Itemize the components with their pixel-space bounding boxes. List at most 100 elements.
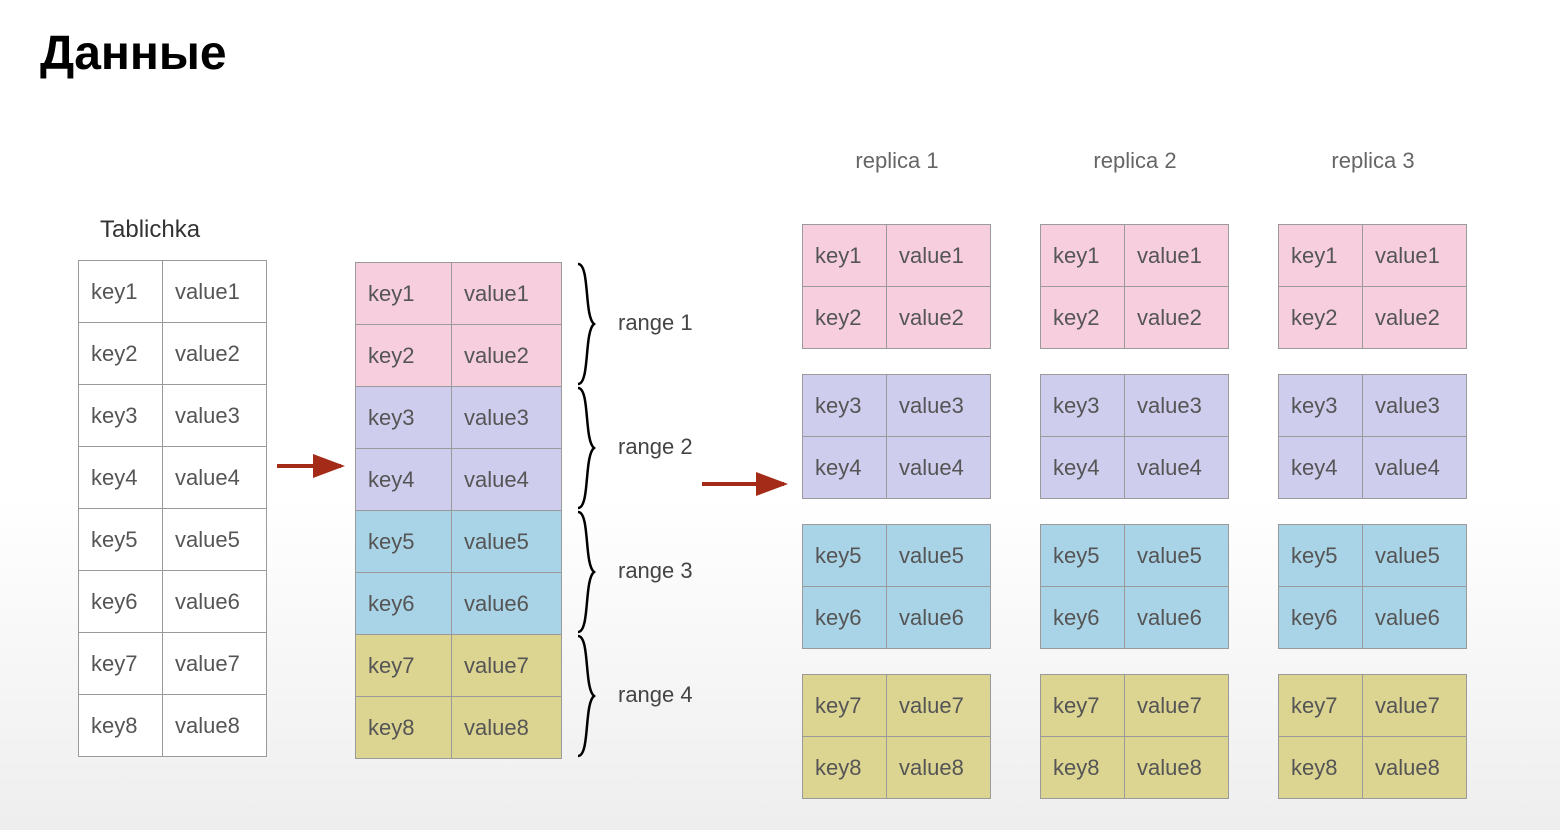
table-row: key7value7: [1041, 675, 1229, 737]
key-cell: key1: [1279, 225, 1363, 287]
brace-icon: [574, 510, 604, 634]
value-cell: value7: [1125, 675, 1229, 737]
replica-range-table: key3value3key4value4: [1278, 374, 1467, 499]
key-cell: key5: [1279, 525, 1363, 587]
value-cell: value1: [163, 261, 267, 323]
value-cell: value1: [1125, 225, 1229, 287]
replica-header: replica 2: [1040, 148, 1230, 174]
source-table: key1value1key2value2key3value3key4value4…: [78, 260, 267, 757]
replica-range-table: key3value3key4value4: [1040, 374, 1229, 499]
table-row: key6value6: [1041, 587, 1229, 649]
table-row: key8value8: [1279, 737, 1467, 799]
table-row: key7value7: [79, 633, 267, 695]
table-row: key8value8: [803, 737, 991, 799]
replica-range-table: key5value5key6value6: [802, 524, 991, 649]
key-cell: key5: [79, 509, 163, 571]
table-row: key4value4: [356, 449, 562, 511]
key-cell: key1: [1041, 225, 1125, 287]
value-cell: value8: [163, 695, 267, 757]
value-cell: value1: [887, 225, 991, 287]
key-cell: key3: [1041, 375, 1125, 437]
replica-range-table: key7value7key8value8: [1278, 674, 1467, 799]
key-cell: key6: [1041, 587, 1125, 649]
value-cell: value5: [452, 511, 562, 573]
key-cell: key5: [803, 525, 887, 587]
value-cell: value4: [1363, 437, 1467, 499]
table-row: key5value5: [1279, 525, 1467, 587]
key-cell: key2: [356, 325, 452, 387]
value-cell: value3: [452, 387, 562, 449]
table-row: key5value5: [803, 525, 991, 587]
key-cell: key7: [1279, 675, 1363, 737]
key-cell: key3: [356, 387, 452, 449]
table-row: key2value2: [79, 323, 267, 385]
table-row: key3value3: [79, 385, 267, 447]
value-cell: value6: [887, 587, 991, 649]
value-cell: value1: [1363, 225, 1467, 287]
key-cell: key7: [1041, 675, 1125, 737]
value-cell: value4: [452, 449, 562, 511]
value-cell: value7: [887, 675, 991, 737]
table-row: key2value2: [356, 325, 562, 387]
key-cell: key3: [1279, 375, 1363, 437]
key-cell: key4: [356, 449, 452, 511]
value-cell: value5: [887, 525, 991, 587]
key-cell: key4: [803, 437, 887, 499]
replica-range-table: key3value3key4value4: [802, 374, 991, 499]
value-cell: value7: [1363, 675, 1467, 737]
table-row: key2value2: [1041, 287, 1229, 349]
replica-range-table: key1value1key2value2: [1278, 224, 1467, 349]
table-row: key5value5: [79, 509, 267, 571]
table-row: key8value8: [79, 695, 267, 757]
key-cell: key2: [1279, 287, 1363, 349]
table-row: key1value1: [356, 263, 562, 325]
value-cell: value3: [1363, 375, 1467, 437]
table-row: key4value4: [803, 437, 991, 499]
value-cell: value2: [1363, 287, 1467, 349]
value-cell: value2: [163, 323, 267, 385]
value-cell: value3: [163, 385, 267, 447]
key-cell: key6: [803, 587, 887, 649]
table-row: key3value3: [803, 375, 991, 437]
table-row: key7value7: [356, 635, 562, 697]
value-cell: value6: [452, 573, 562, 635]
table-row: key2value2: [1279, 287, 1467, 349]
value-cell: value4: [887, 437, 991, 499]
key-cell: key8: [1041, 737, 1125, 799]
value-cell: value8: [1125, 737, 1229, 799]
table-row: key7value7: [1279, 675, 1467, 737]
value-cell: value7: [452, 635, 562, 697]
key-cell: key8: [79, 695, 163, 757]
replica-range-table: key5value5key6value6: [1040, 524, 1229, 649]
table-row: key6value6: [1279, 587, 1467, 649]
arrow-icon: [700, 472, 796, 496]
table-label: Tablichka: [100, 216, 200, 244]
key-cell: key8: [1279, 737, 1363, 799]
table-row: key4value4: [1041, 437, 1229, 499]
key-cell: key3: [79, 385, 163, 447]
value-cell: value5: [163, 509, 267, 571]
table-row: key1value1: [803, 225, 991, 287]
table-row: key6value6: [803, 587, 991, 649]
page-title: Данные: [40, 26, 227, 81]
replica-range-table: key1value1key2value2: [802, 224, 991, 349]
table-row: key4value4: [1279, 437, 1467, 499]
value-cell: value1: [452, 263, 562, 325]
value-cell: value2: [887, 287, 991, 349]
table-row: key4value4: [79, 447, 267, 509]
value-cell: value2: [1125, 287, 1229, 349]
key-cell: key5: [356, 511, 452, 573]
table-row: key3value3: [1279, 375, 1467, 437]
key-cell: key2: [79, 323, 163, 385]
table-row: key7value7: [803, 675, 991, 737]
key-cell: key3: [803, 375, 887, 437]
replica-header: replica 3: [1278, 148, 1468, 174]
ranges-table: key1value1key2value2key3value3key4value4…: [355, 262, 562, 759]
range-label: range 1: [618, 310, 693, 336]
table-row: key2value2: [803, 287, 991, 349]
key-cell: key1: [803, 225, 887, 287]
key-cell: key4: [79, 447, 163, 509]
key-cell: key1: [79, 261, 163, 323]
key-cell: key5: [1041, 525, 1125, 587]
key-cell: key8: [803, 737, 887, 799]
